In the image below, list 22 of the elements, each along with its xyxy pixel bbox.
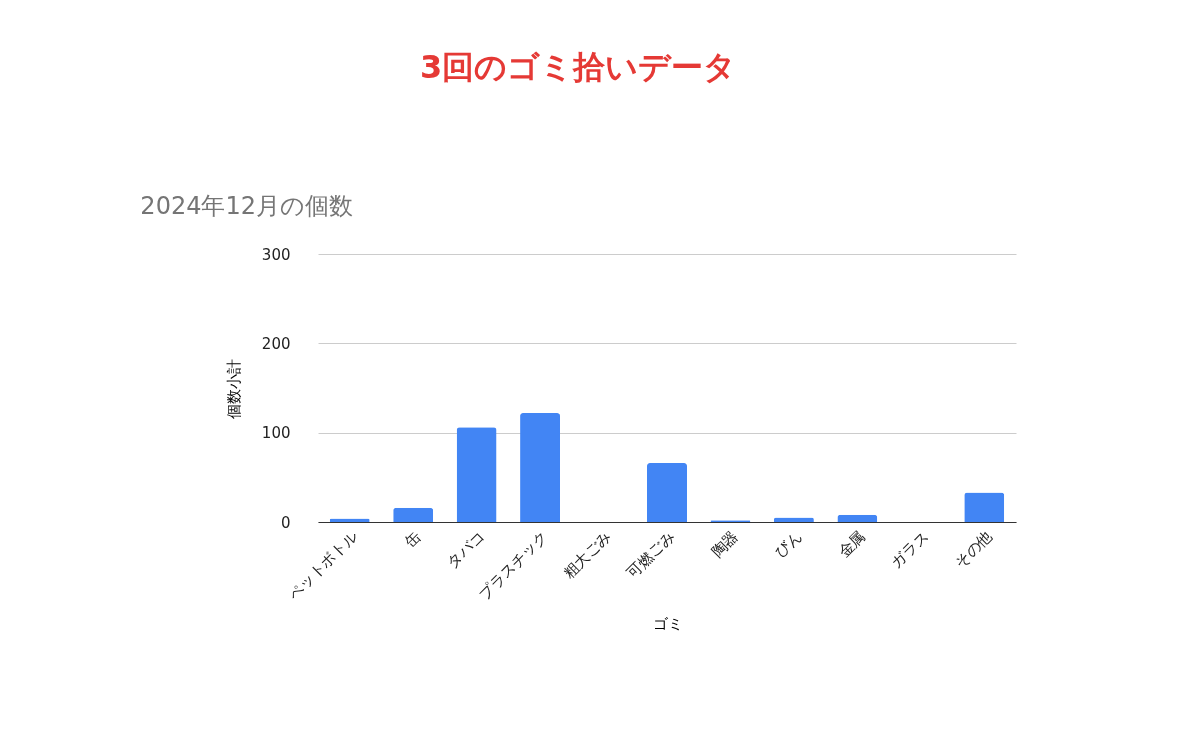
x-tick-label: 可燃ごみ [623, 527, 679, 583]
bar [964, 492, 1005, 522]
bar [837, 514, 878, 522]
x-tick-label: びん [771, 527, 806, 562]
x-axis-title: ゴミ [652, 614, 683, 633]
chart-title: 3回のゴミ拾いデータ [420, 48, 737, 86]
bar [647, 463, 687, 522]
y-tick-label: 300 [261, 245, 291, 264]
bar [393, 507, 434, 522]
chart-subtitle: 2024年12月の個数 [140, 192, 353, 220]
bar [456, 427, 497, 522]
x-tick-label: タバコ [443, 527, 488, 572]
x-tick-label: 金属 [834, 527, 869, 562]
x-tick-label: 陶器 [707, 527, 742, 562]
y-axis-title: 個数小計 [224, 358, 243, 419]
bar [520, 413, 561, 522]
x-tick-label: その他 [951, 527, 996, 572]
y-tick-label: 200 [261, 334, 291, 353]
x-tick-label: 粗大ごみ [559, 527, 615, 583]
x-tick-label: 缶 [401, 527, 425, 551]
x-tick-label: ガラス [887, 527, 933, 572]
y-tick-label: 100 [261, 424, 291, 443]
